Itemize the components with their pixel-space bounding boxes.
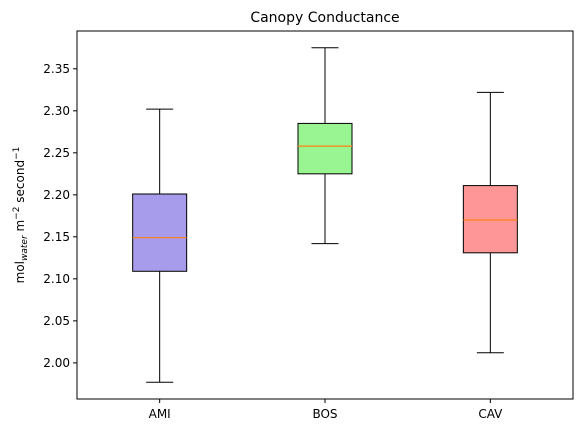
y-axis-label-exponent2: −1: [12, 147, 22, 160]
iqr-box: [462, 185, 518, 254]
box-ami: [132, 108, 188, 383]
y-tick-label: 2.30: [43, 104, 70, 118]
y-axis-label-subscript: water: [20, 234, 30, 261]
x-tick-label: AMI: [149, 407, 171, 421]
y-axis-label-unit2: second: [13, 160, 27, 207]
y-tick-label: 2.10: [43, 272, 70, 286]
iqr-box: [132, 193, 188, 272]
chart-title: Canopy Conductance: [250, 10, 399, 26]
plot-area: [132, 47, 518, 383]
y-tick-label: 2.20: [43, 188, 70, 202]
y-tick-label: 2.35: [43, 62, 70, 76]
x-axis: AMI BOS CAV: [149, 399, 503, 421]
x-tick-label: CAV: [478, 407, 503, 421]
iqr-box: [297, 122, 353, 175]
y-axis-label: molwater m−2 second−1: [12, 147, 30, 284]
y-axis-label-unit: m: [13, 220, 27, 236]
y-axis-label-base: mol: [13, 261, 27, 283]
x-tick-label: BOS: [312, 407, 337, 421]
box-bos: [297, 47, 353, 245]
y-tick-label: 2.00: [43, 356, 70, 370]
y-axis-label-exponent: −2: [12, 207, 22, 220]
y-tick-label: 2.05: [43, 314, 70, 328]
y-tick-label: 2.15: [43, 230, 70, 244]
y-tick-label: 2.25: [43, 146, 70, 160]
y-axis: 2.00 2.05 2.10 2.15 2.20 2.25 2.30 2.35: [43, 62, 77, 370]
box-cav: [462, 91, 518, 354]
